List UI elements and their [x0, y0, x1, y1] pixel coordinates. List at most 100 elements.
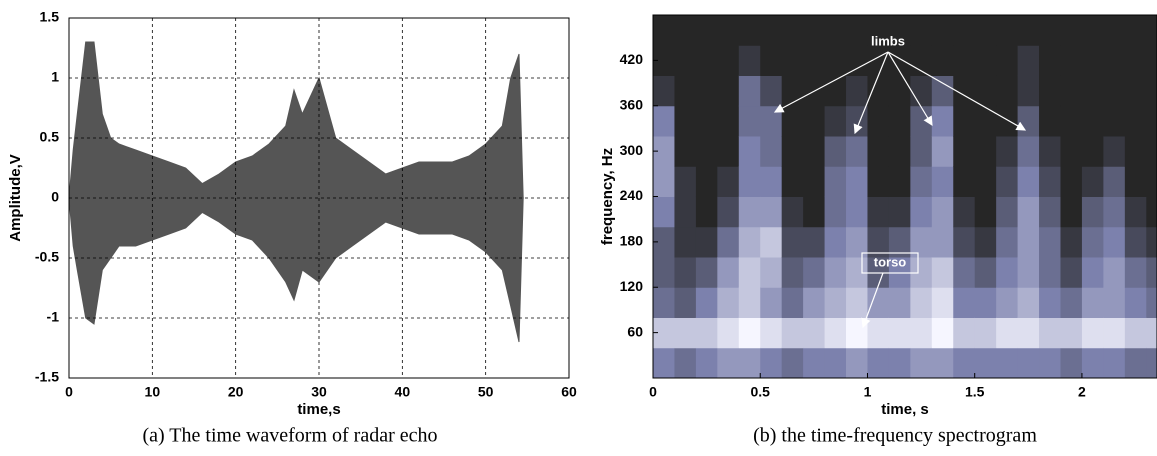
annotation-arrow: [773, 51, 889, 113]
cell: [953, 136, 976, 167]
waveform: [68, 41, 524, 199]
cell: [846, 45, 868, 76]
cell: [846, 15, 868, 46]
cell: [974, 136, 997, 167]
cell: [846, 136, 868, 167]
cell: [931, 136, 954, 167]
cell: [974, 257, 997, 288]
cell: [1039, 136, 1061, 167]
cell: [931, 287, 954, 318]
cell: [846, 196, 868, 228]
cell: [867, 166, 890, 197]
cell: [760, 317, 783, 349]
cell: [1081, 136, 1104, 167]
cell: [781, 196, 804, 228]
cell: [803, 317, 826, 349]
cell: [674, 347, 697, 378]
cell: [717, 75, 740, 107]
cell: [1124, 166, 1147, 197]
cell: [674, 15, 697, 46]
cell: [674, 226, 697, 258]
cell: [1146, 136, 1157, 167]
cell: [888, 257, 911, 288]
cell: [760, 257, 783, 288]
cell: [738, 136, 761, 167]
cell: [738, 226, 761, 258]
cell: [953, 317, 976, 349]
y-tick-label: 240: [620, 187, 644, 203]
cell: [1124, 317, 1147, 349]
cell: [695, 287, 718, 318]
x-tick-label: 1.5: [965, 384, 985, 400]
cell: [803, 166, 826, 197]
cell: [1060, 226, 1083, 258]
cell: [1103, 136, 1126, 167]
cell: [824, 45, 847, 76]
cell: [1039, 45, 1061, 76]
cell: [653, 15, 675, 46]
cell: [1124, 45, 1147, 76]
y-axis-label: Amplitude,V: [7, 154, 24, 242]
cell: [803, 257, 826, 288]
cell: [803, 15, 826, 46]
cell: [1039, 257, 1061, 288]
cell: [996, 196, 1019, 228]
cell: [1039, 347, 1061, 378]
cell: [717, 347, 740, 378]
cell: [1124, 257, 1147, 288]
cell: [888, 226, 911, 258]
cell: [1124, 196, 1147, 228]
y-tick-label: -0.5: [35, 249, 59, 265]
annotation-arrow: [887, 51, 1027, 131]
cell: [1081, 196, 1104, 228]
cell: [867, 317, 890, 349]
cell: [1146, 347, 1157, 378]
cell: [695, 45, 718, 76]
cell: [1039, 317, 1061, 349]
cell: [824, 226, 847, 258]
cell: [974, 317, 997, 349]
x-tick-label: 2: [1078, 384, 1086, 400]
cell: [695, 347, 718, 378]
cell: [931, 105, 954, 137]
cell: [738, 196, 761, 228]
cell: [738, 45, 761, 76]
cell: [953, 45, 976, 76]
cell: [1060, 347, 1083, 378]
cell: [1081, 75, 1104, 107]
cell: [824, 317, 847, 349]
cell: [803, 196, 826, 228]
cell: [674, 75, 697, 107]
y-tick-label: 1.5: [40, 9, 60, 25]
cell: [760, 105, 783, 137]
y-tick-label: 0.5: [40, 129, 60, 145]
cell: [974, 287, 997, 318]
cell: [824, 287, 847, 318]
cell: [803, 45, 826, 76]
x-tick-label: 0: [65, 384, 73, 400]
cell: [888, 287, 911, 318]
cell: [974, 196, 997, 228]
cell: [1146, 105, 1157, 137]
cell: [974, 15, 997, 46]
cell: [803, 347, 826, 378]
cell: [910, 287, 933, 318]
cell: [1017, 15, 1040, 46]
cell: [996, 15, 1019, 46]
cell: [953, 196, 976, 228]
annotation: torso: [874, 254, 907, 269]
cell: [653, 347, 675, 378]
cell: [1017, 257, 1040, 288]
cell: [1081, 45, 1104, 76]
cell: [1103, 166, 1126, 197]
cell: [760, 287, 783, 318]
cell: [1146, 287, 1157, 318]
cell: [1017, 347, 1040, 378]
cell: [1081, 226, 1104, 258]
heatmap: [653, 15, 1157, 378]
cell: [717, 257, 740, 288]
cell: [738, 317, 761, 349]
cell: [996, 105, 1019, 137]
cell: [803, 136, 826, 167]
cell: [1103, 196, 1126, 228]
